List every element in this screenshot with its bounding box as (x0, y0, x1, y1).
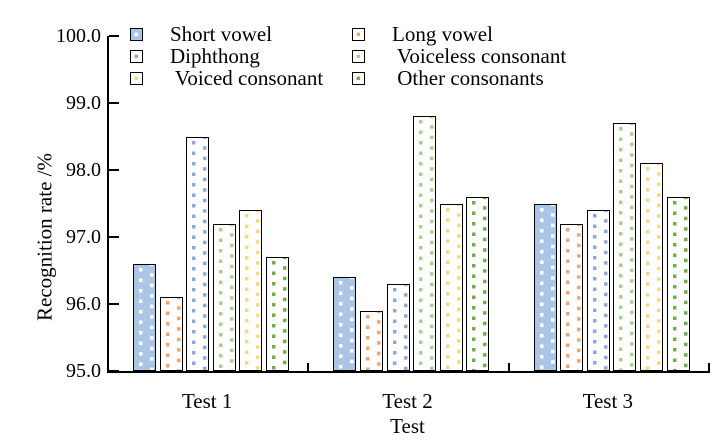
legend-label: Voiced consonant (170, 66, 324, 90)
legend-item: Long vowel (352, 23, 566, 45)
bar (212, 223, 236, 371)
legend-label: Long vowel (392, 22, 493, 46)
bar (466, 196, 490, 371)
bar (640, 163, 664, 371)
x-axis-tick (307, 363, 310, 371)
y-axis-tick (109, 370, 119, 372)
x-axis-tick (707, 363, 710, 371)
y-axis-tick (109, 35, 119, 37)
x-axis-title: Test (390, 414, 425, 438)
bar (266, 257, 289, 371)
legend-swatch-voiceless-consonant (352, 49, 365, 63)
bar-group-test-3 (510, 36, 710, 371)
y-axis-tick (109, 102, 119, 104)
bar (333, 277, 357, 371)
plot-area (107, 35, 710, 373)
bar (586, 210, 610, 371)
bar (560, 223, 584, 371)
bar (666, 196, 690, 371)
bar-group-test-2 (309, 36, 509, 371)
bar (186, 136, 210, 371)
legend-swatch-diphthong (130, 49, 143, 63)
y-tick-label: 99.0 (66, 92, 101, 114)
legend-item: Voiceless consonant (352, 45, 566, 67)
y-tick-label: 98.0 (66, 159, 101, 181)
bar (613, 123, 637, 371)
y-tick-label: 97.0 (66, 226, 101, 248)
legend-swatch-long-vowel (352, 27, 365, 41)
legend-label: Short vowel (170, 22, 273, 46)
legend-label: Other consonants (392, 66, 544, 90)
legend-label: Diphthong (170, 44, 260, 68)
bar (413, 116, 437, 371)
y-axis-tick (109, 303, 119, 305)
legend-swatch-voiced-consonant (130, 71, 143, 85)
x-category-label: Test 2 (382, 389, 433, 413)
bar (439, 203, 463, 371)
bar-group-test-1 (109, 36, 309, 371)
legend-label: Voiceless consonant (392, 44, 567, 68)
y-axis-tick (109, 169, 119, 171)
legend-swatch-other-consonants (352, 71, 365, 85)
y-tick-label: 95.0 (66, 360, 101, 382)
legend-swatch-short-vowel (130, 27, 143, 41)
legend-item: Short vowel (130, 23, 352, 45)
bar (359, 310, 383, 371)
y-tick-label: 96.0 (66, 293, 101, 315)
y-tick-label: 100.0 (56, 25, 101, 47)
bar (239, 210, 263, 371)
legend-item: Diphthong (130, 45, 352, 67)
legend: Short vowel Long vowel Diphthong Voicele… (130, 23, 566, 89)
bar (386, 283, 410, 371)
y-axis-tick (109, 236, 119, 238)
legend-item: Voiced consonant (130, 67, 352, 89)
bar (133, 263, 156, 371)
bar (159, 297, 183, 371)
x-axis-tick (507, 363, 510, 371)
bar (533, 203, 557, 371)
legend-item: Other consonants (352, 67, 566, 89)
x-category-label: Test 1 (181, 389, 233, 413)
x-category-label: Test 3 (582, 389, 634, 413)
